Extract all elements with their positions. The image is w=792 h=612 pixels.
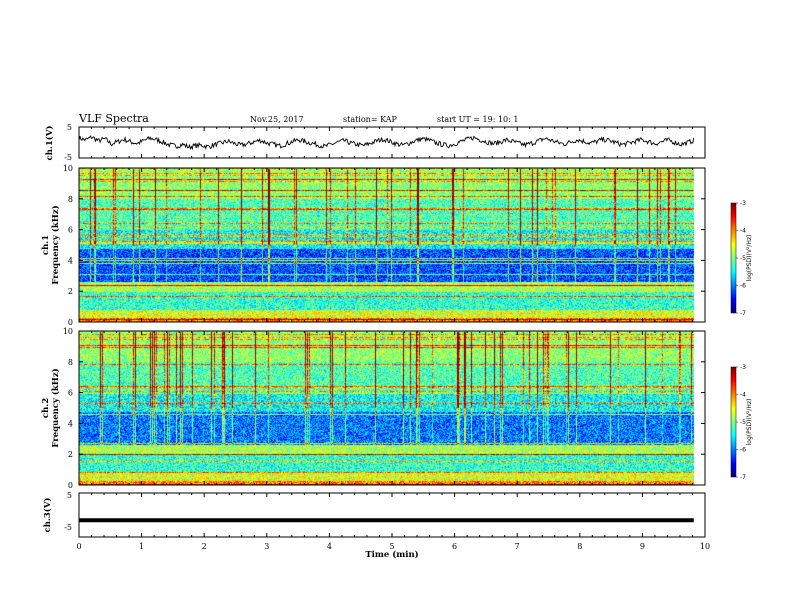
colorbar-scale	[730, 366, 737, 478]
colorbar-tick-label: -4	[740, 392, 746, 399]
freq-tick-label: 0	[68, 481, 73, 490]
freq-tick-label: 6	[68, 226, 73, 235]
ch1-freq-ticks: 0 2 4 6 8 10	[63, 164, 705, 327]
start-time-label: start UT = 19: 10: 1	[437, 115, 518, 124]
date-label: Nov.25, 2017	[250, 115, 304, 124]
freq-tick-label: 8	[68, 195, 73, 204]
colorbar-tick-label: -6	[740, 283, 746, 290]
time-tick-label: 5	[389, 542, 394, 551]
colorbar-tick-label: -4	[740, 228, 746, 235]
ch1-voltage-ylabel: ch.1(V)	[44, 126, 55, 161]
colorbar-tick-label: -3	[740, 364, 746, 371]
freq-tick-label: 8	[68, 358, 73, 367]
ch2-frequency-label: Frequency (kHz)	[50, 368, 61, 447]
ch3-voltage-panel: 5 -5 ch.3(V)	[42, 491, 706, 538]
ch2-freq-ticks: 0 2 4 6 8 10	[63, 327, 705, 490]
ch1-ytick-top: 5	[67, 123, 72, 132]
time-tick-label: 3	[264, 542, 269, 551]
time-tick-label: 10	[700, 542, 710, 551]
ch2-spectrogram-image	[79, 331, 705, 485]
station-label: station= KAP	[343, 115, 398, 124]
ch2-spectrogram-ylabel: ch.2	[41, 398, 51, 418]
ch3-voltage-frame	[78, 492, 706, 538]
colorbar-scale	[730, 202, 737, 314]
time-axis: 0 1 2 3 4 5 6 7 8 9 10	[76, 127, 710, 551]
ch3-ytick-top: 5	[67, 491, 72, 500]
ch1-voltage-panel: 5 -5 ch.1(V)	[44, 123, 706, 162]
colorbar-tick-label: -7	[740, 474, 746, 481]
time-tick-label: 6	[452, 542, 457, 551]
colorbar-tick-label: -5	[740, 419, 746, 426]
ch1-spectrogram-panel: 0 2 4 6 8 10 ch.1 Frequency (kHz) -3 -4 -5 -6 -7 l…	[41, 164, 753, 327]
time-axis-label: Time (min)	[365, 549, 418, 560]
ch1-ytick-bottom: -5	[64, 153, 72, 162]
time-tick-label: 1	[139, 542, 144, 551]
ch2-spectrogram-panel: 0 2 4 6 8 10 ch.2 Frequency (kHz) -3 -4 -5 -6 -7 l…	[41, 327, 753, 490]
colorbar-tick-label: -3	[740, 200, 746, 207]
ch1-frequency-label: Frequency (kHz)	[50, 205, 61, 284]
ch2-colorbar: -3 -4 -5 -6 -7 log(PSD)(V²/Hz)	[730, 364, 753, 481]
ch1-colorbar: -3 -4 -5 -6 -7 log(PSD)(V²/Hz)	[730, 200, 753, 317]
colorbar-tick-label: -7	[740, 310, 746, 317]
colorbar-tick-label: -5	[740, 255, 746, 262]
time-tick-label: 8	[577, 542, 582, 551]
colorbar-label: log(PSD)(V²/Hz)	[746, 399, 753, 446]
figure-title: VLF Spectra	[78, 112, 149, 125]
time-tick-label: 4	[327, 542, 332, 551]
time-tick-label: 0	[76, 542, 81, 551]
freq-tick-label: 6	[68, 389, 73, 398]
freq-tick-label: 2	[68, 450, 73, 459]
freq-tick-label: 0	[68, 318, 73, 327]
time-tick-label: 9	[640, 542, 645, 551]
ch1-spectrogram-image	[79, 168, 705, 322]
ch3-ytick-bottom: -5	[64, 523, 72, 532]
freq-tick-label: 10	[63, 327, 73, 336]
freq-tick-label: 2	[68, 287, 73, 296]
freq-tick-label: 4	[68, 419, 73, 428]
time-tick-label: 7	[515, 542, 520, 551]
ch1-voltage-trace	[78, 135, 695, 151]
colorbar-label: log(PSD)(V²/Hz)	[746, 235, 753, 282]
colorbar-tick-label: -6	[740, 447, 746, 454]
freq-tick-label: 10	[63, 164, 73, 173]
freq-tick-label: 4	[68, 256, 73, 265]
ch3-voltage-ylabel: ch.3(V)	[42, 498, 53, 533]
ch1-spectrogram-ylabel: ch.1	[41, 235, 51, 255]
time-tick-label: 2	[202, 542, 207, 551]
